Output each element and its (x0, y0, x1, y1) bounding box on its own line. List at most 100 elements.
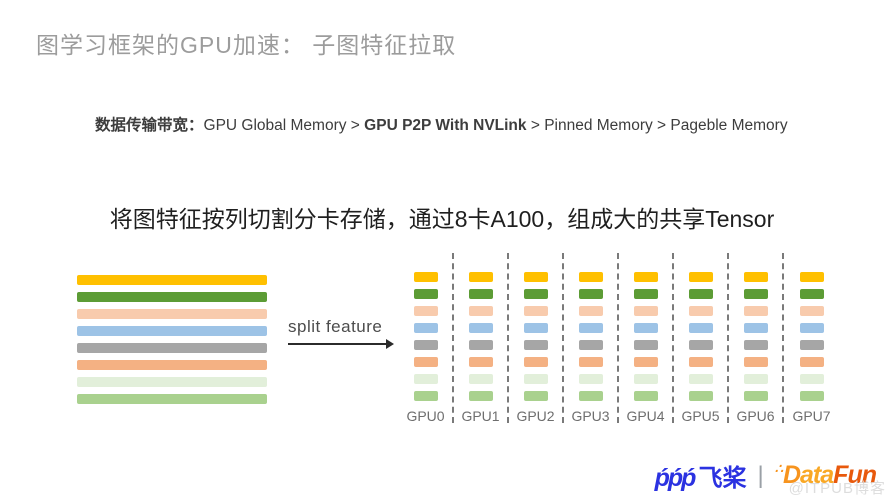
feature-slice-pale-green (523, 374, 548, 384)
feature-slice-orange (688, 357, 713, 367)
feature-slice-orange (468, 357, 493, 367)
feature-slice-gold (413, 272, 438, 282)
feature-slice-light-blue (523, 323, 548, 333)
feature-slice-orange (523, 357, 548, 367)
bandwidth-segment-1: GPU Global Memory > (203, 117, 365, 134)
feature-row-pale-green (77, 377, 267, 387)
feature-slice-gold (688, 272, 713, 282)
feature-matrix (77, 275, 267, 411)
feature-slice-gray (743, 340, 768, 350)
feature-slice-light-blue (799, 323, 824, 333)
feature-slice-gold (799, 272, 824, 282)
feature-slice-light-blue (468, 323, 493, 333)
datafun-letters-ata: ata (800, 461, 834, 489)
feature-slice-light-peach (633, 306, 658, 316)
feature-slice-medium-green (578, 391, 603, 401)
gpu-grid: GPU0 GPU1 GPU2 GPU3 GPU4 GPU5 GPU6 GPU7 (399, 253, 839, 424)
paddlepaddle-logo: ṕṕṕ 飞桨 (655, 458, 747, 493)
feature-slice-gold (633, 272, 658, 282)
feature-slice-green (413, 289, 438, 299)
gpu-label: GPU1 (461, 408, 500, 424)
feature-slice-light-peach (799, 306, 824, 316)
feature-slice-gray (688, 340, 713, 350)
split-feature-label: split feature (288, 317, 383, 336)
feature-slice-gold (743, 272, 768, 282)
feature-slice-orange (413, 357, 438, 367)
gpu-column-gpu2: GPU2 (509, 253, 564, 424)
feature-slice-gold (578, 272, 603, 282)
gpu-column-gpu6: GPU6 (729, 253, 784, 424)
diagram-heading: 将图特征按列切割分卡存储，通过8卡A100，组成大的共享Tensor (109, 206, 775, 232)
feature-row-gold (77, 275, 267, 285)
feature-slice-orange (799, 357, 824, 367)
datafun-letters-fun: Fun (833, 461, 877, 489)
feature-row-green (77, 292, 267, 302)
feature-slice-pale-green (578, 374, 603, 384)
bandwidth-label: 数据传输带宽： (95, 117, 204, 134)
feature-slice-medium-green (413, 391, 438, 401)
feature-slice-light-peach (523, 306, 548, 316)
feature-slice-gold (468, 272, 493, 282)
gpu-label: GPU2 (516, 408, 555, 424)
feature-slice-medium-green (688, 391, 713, 401)
feature-slice-pale-green (799, 374, 824, 384)
feature-slice-light-peach (743, 306, 768, 316)
feature-slice-gray (578, 340, 603, 350)
feature-slice-orange (743, 357, 768, 367)
feature-slice-gray (468, 340, 493, 350)
datafun-letter-d: D (782, 461, 801, 489)
gpu-label: GPU5 (681, 408, 720, 424)
feature-slice-light-blue (743, 323, 768, 333)
gpu-label: GPU6 (736, 408, 775, 424)
split-feature-group: split feature (288, 317, 394, 349)
feature-slice-light-blue (688, 323, 713, 333)
feature-row-light-blue (77, 326, 267, 336)
gpu-column-gpu1: GPU1 (454, 253, 509, 424)
feature-slice-light-blue (413, 323, 438, 333)
feature-slice-medium-green (468, 391, 493, 401)
feature-slice-medium-green (743, 391, 768, 401)
feature-slice-gray (523, 340, 548, 350)
feature-slice-medium-green (799, 391, 824, 401)
feature-slice-gray (633, 340, 658, 350)
feature-slice-light-peach (413, 306, 438, 316)
feature-row-gray (77, 343, 267, 353)
feature-slice-green (578, 289, 603, 299)
feature-slice-light-peach (578, 306, 603, 316)
feature-slice-green (468, 289, 493, 299)
gpu-column-gpu5: GPU5 (674, 253, 729, 424)
gpu-column-gpu7: GPU7 (784, 253, 839, 424)
feature-slice-pale-green (633, 374, 658, 384)
feature-slice-orange (578, 357, 603, 367)
feature-slice-pale-green (688, 374, 713, 384)
gpu-column-gpu4: GPU4 (619, 253, 674, 424)
watermark: @ITPUB博客 (788, 480, 886, 497)
feature-slice-orange (633, 357, 658, 367)
paddlepaddle-mark-icon: ṕṕṕ (654, 464, 697, 492)
feature-slice-medium-green (633, 391, 658, 401)
page-title: 图学习框架的GPU加速： 子图特征拉取 (36, 32, 457, 58)
logo-divider: | (757, 461, 764, 489)
feature-slice-light-blue (633, 323, 658, 333)
feature-slice-medium-green (523, 391, 548, 401)
bandwidth-segment-bold: GPU P2P With NVLink (364, 117, 527, 134)
feature-slice-light-peach (688, 306, 713, 316)
footer-logos: ṕṕṕ 飞桨 | ∴ D ata Fun (655, 458, 877, 493)
feature-slice-gray (799, 340, 824, 350)
gpu-column-gpu3: GPU3 (564, 253, 619, 424)
right-arrow-icon (288, 339, 394, 349)
feature-slice-pale-green (743, 374, 768, 384)
gpu-label: GPU3 (571, 408, 610, 424)
feature-slice-light-blue (578, 323, 603, 333)
bandwidth-ranking-line: 数据传输带宽：GPU Global Memory > GPU P2P With … (95, 113, 788, 135)
bandwidth-segment-2: > Pinned Memory > Pageble Memory (526, 117, 788, 134)
feature-row-light-peach (77, 309, 267, 319)
feature-slice-pale-green (468, 374, 493, 384)
feature-slice-pale-green (413, 374, 438, 384)
datafun-logo: ∴ D ata Fun (775, 461, 877, 490)
paddlepaddle-name: 飞桨 (698, 465, 747, 492)
gpu-label: GPU7 (792, 408, 831, 424)
feature-slice-green (633, 289, 658, 299)
gpu-label: GPU0 (406, 408, 445, 424)
gpu-column-gpu0: GPU0 (399, 253, 454, 424)
